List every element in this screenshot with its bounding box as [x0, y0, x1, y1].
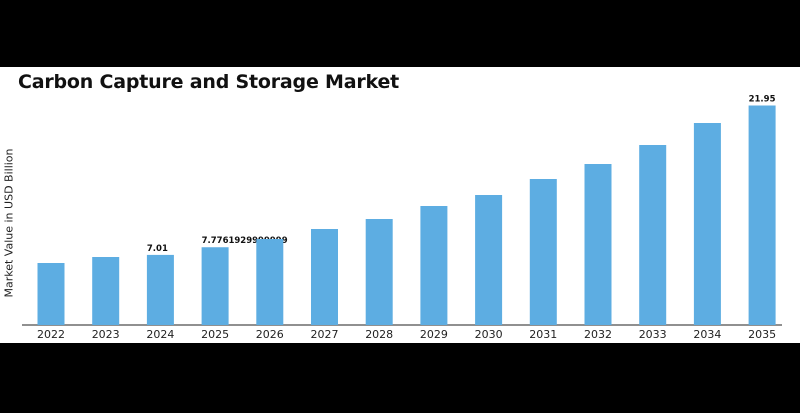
x-tick-label-2029: 2029	[420, 328, 448, 341]
x-tick-label-2031: 2031	[529, 328, 557, 341]
x-tick-label-2028: 2028	[365, 328, 393, 341]
bar-2032	[584, 164, 612, 325]
bar-2029	[420, 206, 448, 325]
bar-2026	[256, 239, 284, 325]
bar-2034	[693, 123, 721, 325]
x-tick-label-2032: 2032	[584, 328, 612, 341]
x-tick-label-2027: 2027	[311, 328, 339, 341]
x-tick-label-2034: 2034	[693, 328, 721, 341]
bar-2025	[201, 247, 229, 325]
x-tick-label-2026: 2026	[256, 328, 284, 341]
x-tick-label-2024: 2024	[146, 328, 174, 341]
data-label-2035: 21.95	[749, 95, 776, 105]
chart-panel: Carbon Capture and Storage Market Market…	[0, 67, 800, 343]
bar-2027	[311, 229, 338, 325]
bar-2031	[529, 179, 557, 325]
bar-2035	[748, 105, 776, 325]
x-tick-label-2030: 2030	[475, 328, 503, 341]
bar-2024	[146, 254, 174, 325]
bar-2028	[365, 219, 393, 325]
bar-2022	[37, 263, 65, 325]
bar-2033	[639, 145, 667, 325]
x-tick-label-2022: 2022	[37, 328, 65, 341]
x-tick-label-2023: 2023	[92, 328, 120, 341]
bar-chart: 2022 2023 2024 7.01 2025 7.7761929999999 2026 2…	[22, 95, 782, 341]
bar-2023	[92, 257, 120, 325]
data-label-2024: 7.01	[147, 244, 168, 254]
chart-title: Carbon Capture and Storage Market	[18, 71, 400, 93]
x-tick-label-2025: 2025	[201, 328, 229, 341]
data-label-2025: 7.7761929999999	[202, 236, 288, 246]
x-tick-label-2035: 2035	[748, 328, 776, 341]
bar-2030	[475, 195, 503, 325]
x-tick-label-2033: 2033	[639, 328, 667, 341]
